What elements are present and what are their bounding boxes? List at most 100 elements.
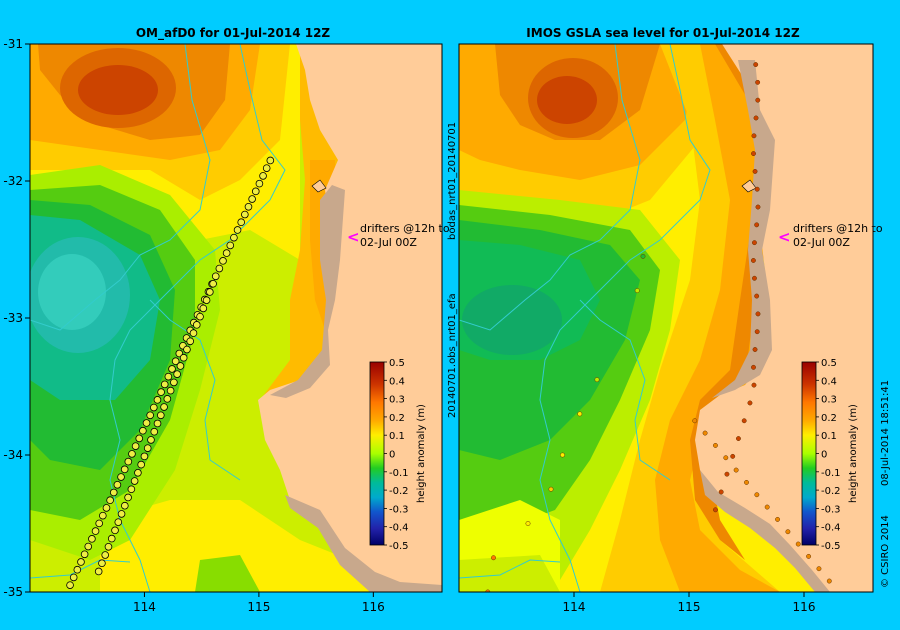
drifter-point bbox=[211, 272, 220, 281]
right-low-core bbox=[462, 285, 562, 355]
observation-point bbox=[755, 204, 761, 210]
drifter-point bbox=[219, 257, 227, 265]
observation-point bbox=[752, 168, 758, 174]
right-annotation-arrow: < bbox=[778, 228, 791, 246]
drifter-point bbox=[163, 395, 172, 403]
drifter-point bbox=[95, 519, 103, 528]
drifter-point bbox=[88, 535, 96, 543]
observation-point bbox=[816, 566, 822, 572]
colorbar-tick-label: 0.3 bbox=[821, 395, 837, 406]
colorbar-label: height anomaly (m) bbox=[848, 404, 859, 503]
observation-point bbox=[723, 455, 729, 461]
drifter-point bbox=[241, 210, 249, 219]
drifter-point bbox=[251, 187, 260, 196]
drifter-point bbox=[248, 195, 256, 203]
right-axes: 114 115 116 bbox=[563, 592, 815, 614]
observation-point bbox=[724, 471, 730, 477]
left-land bbox=[258, 44, 442, 592]
right-observation-points bbox=[485, 62, 832, 592]
drifter-point bbox=[255, 179, 264, 188]
colorbar-tick-label: -0.5 bbox=[389, 541, 409, 552]
observation-point bbox=[775, 516, 780, 522]
observation-point bbox=[753, 62, 759, 68]
drifter-point bbox=[73, 565, 82, 574]
observation-point bbox=[764, 504, 770, 510]
drifter-point bbox=[215, 264, 224, 273]
drifter-point bbox=[153, 419, 162, 428]
observation-point bbox=[640, 253, 646, 259]
drifter-point bbox=[128, 450, 136, 458]
right-colorbar: 0.5 0.4 0.3 0.2 0.1 0 -0.1 -0.2 -0.3 -0.4 -0.5 heig… bbox=[801, 358, 859, 552]
drifter-point bbox=[137, 460, 145, 469]
right-side-label-lower: 20140701.obs_nrt01_efa bbox=[447, 293, 458, 418]
colorbar-gradient bbox=[801, 361, 817, 546]
observation-point bbox=[806, 553, 812, 559]
x-tick-label: 114 bbox=[133, 600, 156, 614]
drifter-point bbox=[107, 534, 116, 543]
drifter-point bbox=[124, 493, 132, 502]
observation-point bbox=[754, 222, 760, 228]
colorbar-tick-label: -0.1 bbox=[389, 468, 409, 479]
left-river-4 bbox=[30, 559, 131, 579]
colorbar-label: height anomaly (m) bbox=[416, 404, 427, 503]
drifter-point bbox=[206, 288, 214, 296]
drifter-point bbox=[202, 296, 211, 304]
drifter-point bbox=[189, 329, 198, 337]
left-panel-title: OM_afD0 for 01-Jul-2014 12Z bbox=[136, 26, 331, 41]
right-river-3 bbox=[579, 299, 671, 481]
drifter-point bbox=[131, 442, 140, 450]
observation-point bbox=[634, 288, 640, 294]
drifter-point bbox=[176, 362, 185, 370]
colorbar-tick-label: 0.2 bbox=[821, 413, 837, 424]
credit-timestamp: 08-Jul-2014 18:51:41 bbox=[880, 380, 891, 486]
right-band-lime-sw bbox=[459, 555, 560, 592]
drifter-point bbox=[164, 372, 173, 381]
colorbar-tick-label: 0 bbox=[821, 450, 827, 461]
colorbar-tick-label: -0.3 bbox=[821, 504, 841, 515]
observation-point bbox=[754, 293, 760, 299]
colorbar-tick-label: -0.5 bbox=[821, 541, 841, 552]
colorbar-tick-label: -0.2 bbox=[389, 486, 409, 497]
left-shelf-brown-south bbox=[285, 495, 442, 592]
left-green-patch-south bbox=[195, 555, 260, 592]
observation-point bbox=[751, 240, 757, 246]
right-land bbox=[695, 44, 873, 592]
drifter-point bbox=[170, 378, 178, 387]
drifter-point bbox=[127, 485, 136, 494]
drifter-point bbox=[171, 357, 180, 366]
drifter-point bbox=[101, 551, 110, 559]
y-tick-label: -31 bbox=[3, 37, 23, 51]
left-river-2 bbox=[109, 44, 286, 592]
colorbar-tick-label: 0.1 bbox=[821, 431, 837, 442]
drifter-point bbox=[157, 388, 165, 396]
drifter-point bbox=[199, 304, 208, 313]
drifter-point bbox=[230, 233, 238, 242]
drifter-point bbox=[259, 172, 267, 180]
colorbar-tick-label: 0 bbox=[389, 450, 395, 461]
observation-point bbox=[733, 467, 739, 473]
drifter-point bbox=[109, 488, 118, 497]
left-annotation-line2: 02-Jul 00Z bbox=[360, 236, 417, 249]
drifter-point bbox=[233, 226, 242, 234]
drifter-point bbox=[166, 386, 175, 395]
observation-point bbox=[525, 521, 531, 526]
drifter-point bbox=[209, 279, 217, 288]
drifter-point bbox=[134, 469, 142, 477]
drifter-point bbox=[160, 403, 168, 411]
y-tick-label: -32 bbox=[3, 174, 23, 188]
observation-point bbox=[752, 347, 758, 352]
left-river-1 bbox=[30, 44, 211, 331]
drifter-point bbox=[117, 473, 125, 481]
right-panel-title: IMOS GSLA sea level for 01-Jul-2014 12Z bbox=[526, 26, 800, 40]
observation-point bbox=[713, 507, 718, 513]
drifter-point bbox=[135, 434, 144, 443]
observation-point bbox=[692, 418, 698, 424]
left-shelf-brown bbox=[270, 185, 345, 398]
colorbar-tick-label: 0.4 bbox=[389, 376, 405, 387]
drifter-point bbox=[143, 444, 152, 452]
right-rivers bbox=[459, 44, 711, 592]
left-map-panel: OM_afD0 for 01-Jul-2014 12Z bbox=[3, 26, 449, 614]
observation-point bbox=[702, 430, 708, 436]
colorbar-tick-label: -0.4 bbox=[389, 523, 409, 534]
drifter-point bbox=[80, 550, 89, 559]
